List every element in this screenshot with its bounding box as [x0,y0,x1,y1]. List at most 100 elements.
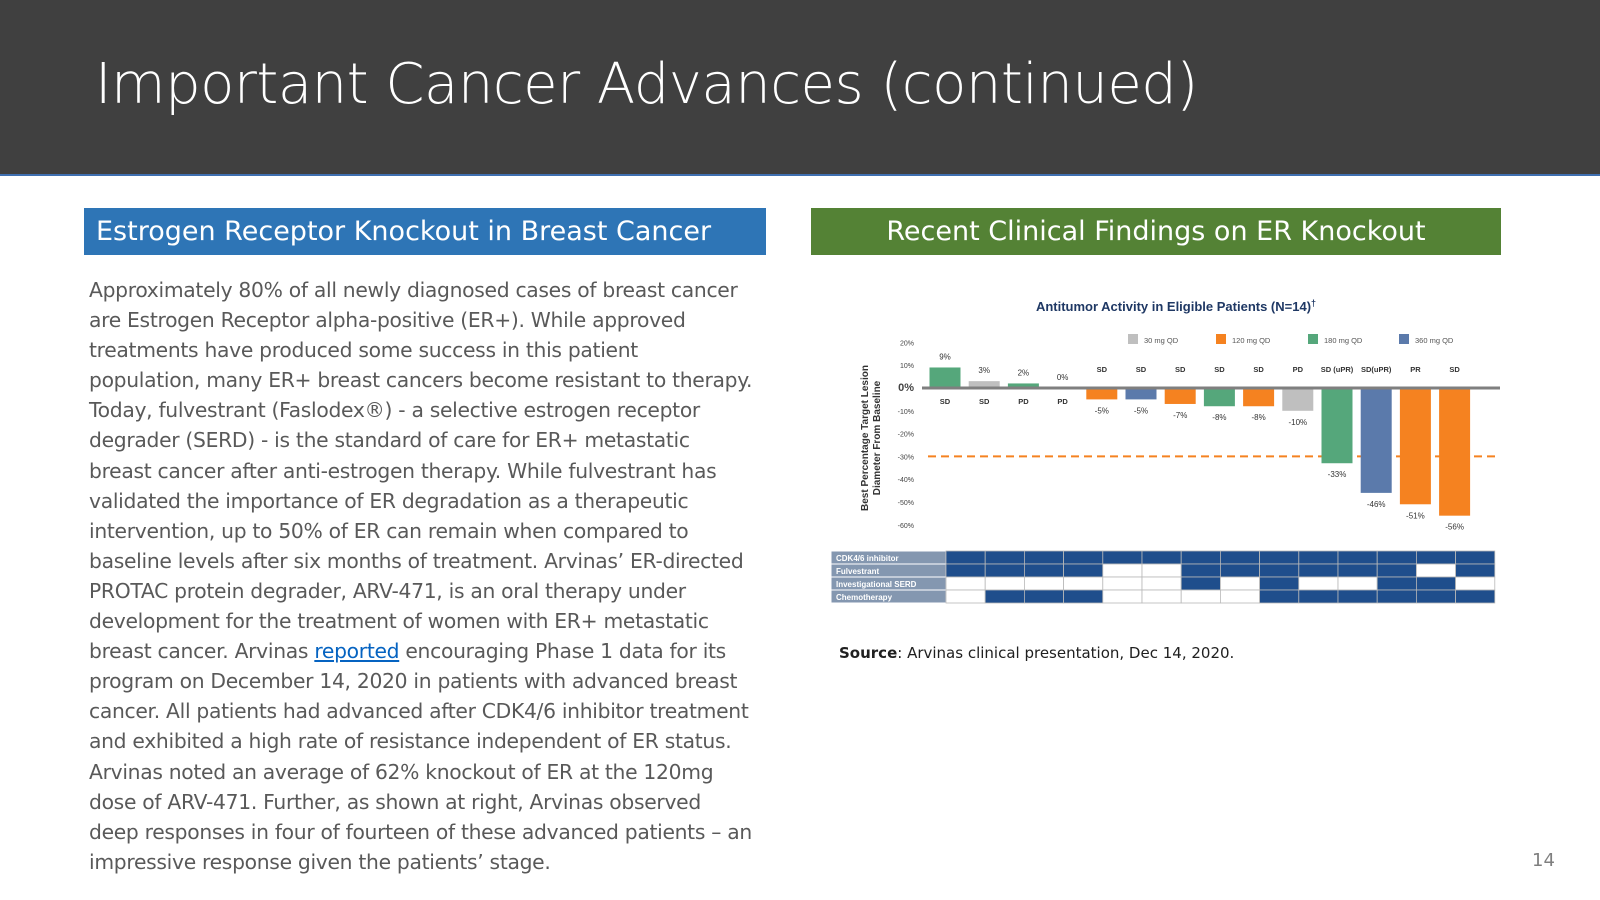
legend-label: 30 mg QD [1144,336,1179,345]
therapy-cell [1259,563,1300,578]
bar [968,381,1000,388]
slide-header: Important Cancer Advances (continued) [0,0,1600,176]
legend-label: 180 mg QD [1324,336,1363,345]
bar-response-label: PD [1018,397,1029,406]
therapy-cell [1102,563,1143,578]
source-note: Source: Arvinas clinical presentation, D… [839,644,1234,662]
therapy-cell [1063,589,1104,604]
bar-response-label: SD [1097,365,1108,374]
therapy-cell [984,563,1025,578]
bar-value-label: -56% [1445,523,1464,532]
bar [1282,388,1314,411]
therapy-cell [1455,589,1496,604]
bar-response-label: PD [1293,365,1304,374]
therapy-cell [984,576,1025,591]
y-tick-label: -40% [898,477,914,484]
bar [929,367,961,388]
therapy-cell [1455,576,1496,591]
y-tick-label: 20% [900,340,914,347]
bar-response-label: SD [1253,365,1264,374]
therapy-cell [1337,550,1378,565]
bar-value-label: -51% [1406,511,1425,520]
bar-value-label: -7% [1173,411,1187,420]
therapy-cell [1416,589,1457,604]
bar-value-label: -5% [1095,406,1109,415]
therapy-cell [1416,576,1457,591]
therapy-cell [1298,589,1339,604]
y-tick-label: -60% [898,523,914,530]
bar [1203,388,1235,407]
y-tick-label: -50% [898,500,914,507]
bar-value-label: -46% [1367,500,1386,509]
legend-swatch [1216,334,1226,344]
therapy-cell [1219,563,1260,578]
therapy-cell [1337,563,1378,578]
bar-value-label: 9% [939,352,951,361]
bar-value-label: -33% [1328,470,1347,479]
body-paragraph: Approximately 80% of all newly diagnosed… [89,275,755,877]
y-axis-label-line-2: Diameter From Baseline [872,380,883,495]
body-text-part-2: encouraging Phase 1 data for its program… [89,639,752,874]
therapy-cell [1219,550,1260,565]
bar-response-label: PR [1410,365,1421,374]
therapy-cell [1376,589,1417,604]
y-tick-label: -20% [898,432,914,439]
bar [1360,388,1392,493]
therapy-cell [1141,589,1182,604]
therapy-cell [1337,576,1378,591]
therapy-cell [1416,550,1457,565]
bar-value-label: -8% [1251,413,1265,422]
therapy-cell [1376,563,1417,578]
therapy-cell [1298,563,1339,578]
bar [1164,388,1196,404]
reported-link[interactable]: reported [314,639,400,664]
therapy-cell [1259,589,1300,604]
therapy-cell [1376,550,1417,565]
therapy-cell [1063,550,1104,565]
therapy-cell [1298,576,1339,591]
legend-label: 120 mg QD [1232,336,1271,345]
bar-response-label: SD [940,397,951,406]
therapy-cell [1141,550,1182,565]
therapy-cell [1023,563,1064,578]
therapy-cell [945,589,986,604]
bar [1125,388,1157,400]
source-text: : Arvinas clinical presentation, Dec 14,… [897,644,1235,662]
bar-response-label: SD (uPR) [1321,365,1354,374]
bar [1086,388,1118,400]
therapy-cell [1180,550,1221,565]
therapy-row-label: Chemotherapy [836,593,893,602]
bar-value-label: -8% [1212,413,1226,422]
therapy-cell [1455,550,1496,565]
bar-response-label: SD(uPR) [1361,365,1392,374]
therapy-cell [1023,589,1064,604]
bar-response-label: SD [979,397,990,406]
y-tick-label: -30% [898,454,914,461]
bar-response-label: SD [1214,365,1225,374]
left-section-title: Estrogen Receptor Knockout in Breast Can… [84,208,766,255]
chart-title-superscript: † [1311,298,1316,308]
bar-response-label: PD [1057,397,1068,406]
therapy-cell [1102,576,1143,591]
therapy-cell [1376,576,1417,591]
y-axis-label-line-1: Best Percentage Target Lesion [860,365,871,511]
therapy-cell [1023,550,1064,565]
bar-value-label: 3% [978,366,990,375]
therapy-cell [984,589,1025,604]
bar-value-label: 2% [1018,368,1030,377]
bar-response-label: SD [1136,365,1147,374]
y-tick-label: -10% [898,409,914,416]
y-tick-label: 0% [898,382,914,394]
therapy-cell [1219,589,1260,604]
therapy-cell [1180,589,1221,604]
legend-swatch [1308,334,1318,344]
therapy-cell [1219,576,1260,591]
bar [1243,388,1275,407]
bar-value-label: -10% [1288,418,1307,427]
bar-value-label: 0% [1057,373,1069,382]
therapy-cell [984,550,1025,565]
therapy-cell [945,576,986,591]
therapy-cell [1455,563,1496,578]
therapy-cell [1337,589,1378,604]
therapy-cell [1141,576,1182,591]
